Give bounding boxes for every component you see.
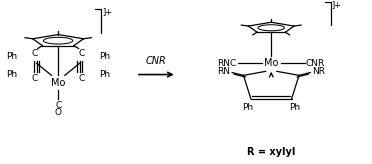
Text: O: O bbox=[55, 108, 62, 117]
Text: ]+: ]+ bbox=[332, 0, 342, 9]
Text: Mo: Mo bbox=[264, 58, 278, 68]
Text: Mo: Mo bbox=[51, 78, 65, 88]
Text: NR: NR bbox=[312, 67, 325, 76]
Text: Ph: Ph bbox=[6, 70, 17, 79]
Text: Ph: Ph bbox=[6, 51, 17, 61]
Text: R = xylyl: R = xylyl bbox=[247, 147, 295, 157]
Text: RN: RN bbox=[217, 67, 230, 76]
Text: C: C bbox=[78, 49, 84, 58]
Text: CNR: CNR bbox=[306, 59, 325, 68]
Text: C: C bbox=[55, 101, 61, 110]
Text: Ph: Ph bbox=[99, 70, 110, 79]
Text: C: C bbox=[32, 74, 38, 83]
Text: RNC: RNC bbox=[218, 59, 237, 68]
Text: ]+: ]+ bbox=[102, 8, 112, 17]
Text: Ph: Ph bbox=[289, 103, 300, 112]
Text: Ph: Ph bbox=[99, 51, 110, 61]
Text: CNR: CNR bbox=[146, 56, 167, 66]
Text: Ph: Ph bbox=[242, 103, 253, 112]
Text: C: C bbox=[78, 74, 84, 83]
Text: C: C bbox=[32, 49, 38, 58]
